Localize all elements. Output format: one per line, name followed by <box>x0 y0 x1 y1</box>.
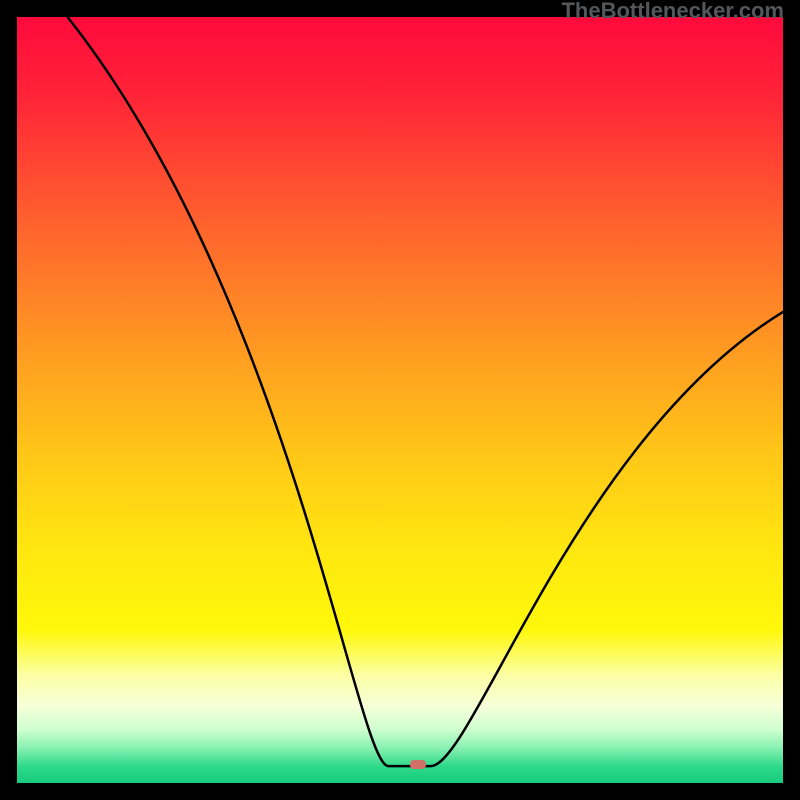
optimal-point-marker <box>410 760 426 769</box>
bottleneck-curve <box>17 17 783 783</box>
chart-canvas: TheBottlenecker.com <box>0 0 800 800</box>
plot-area <box>17 17 783 783</box>
watermark-text: TheBottlenecker.com <box>561 0 784 24</box>
